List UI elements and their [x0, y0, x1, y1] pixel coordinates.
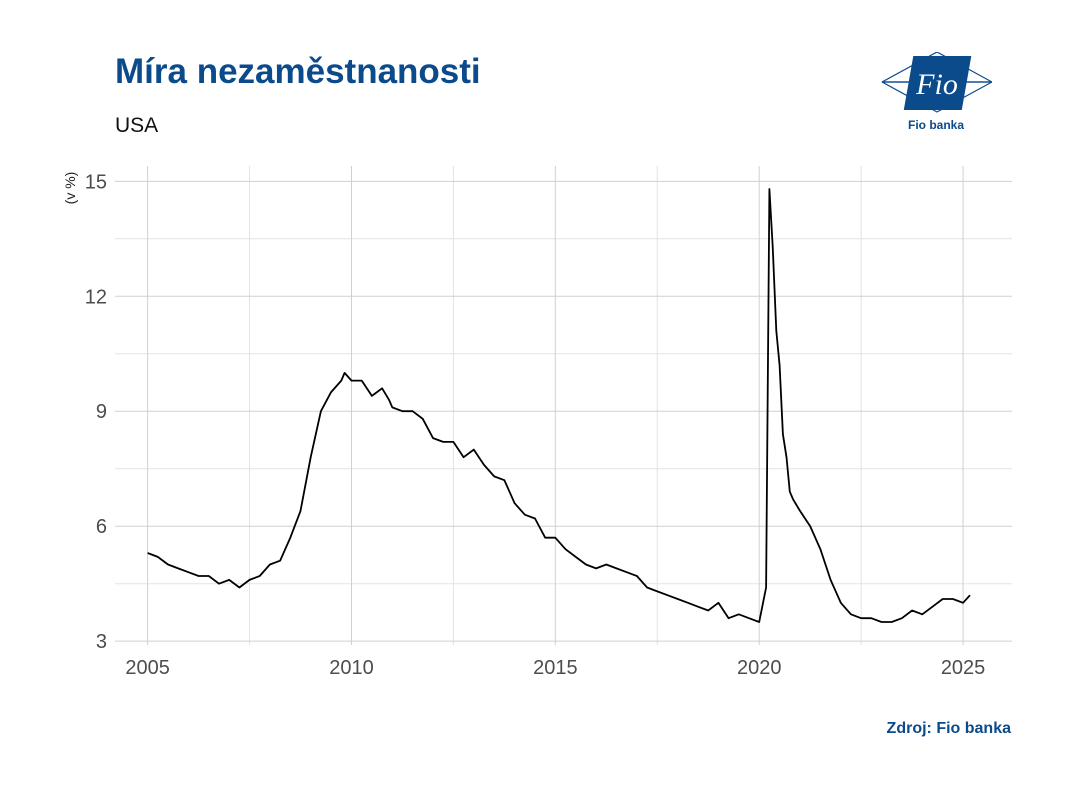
chart-grid — [115, 166, 1012, 645]
x-tick-label: 2005 — [125, 657, 170, 679]
y-axis-title: (v %) — [62, 172, 78, 205]
chart-lines — [147, 188, 971, 623]
x-axis-ticks: 2005 2010 2015 2020 2025 — [125, 657, 985, 679]
fio-logo-icon: Fio — [881, 52, 992, 113]
y-axis-ticks: 3 6 9 12 15 — [85, 171, 107, 653]
y-tick-label: 9 — [96, 401, 107, 423]
x-tick-label: 2020 — [737, 657, 782, 679]
chart-subtitle: USA — [115, 114, 159, 137]
y-tick-label: 6 — [96, 516, 107, 538]
x-tick-label: 2010 — [329, 657, 374, 679]
series-line-0 — [147, 188, 971, 623]
chart-title: Míra nezaměstnanosti — [115, 52, 481, 91]
logo-caption: Fio banka — [907, 118, 964, 132]
y-tick-label: 15 — [85, 171, 107, 193]
y-tick-label: 12 — [85, 286, 107, 308]
x-tick-label: 2015 — [533, 657, 578, 679]
x-tick-label: 2025 — [941, 657, 986, 679]
y-tick-label: 3 — [96, 631, 107, 653]
source-note: Zdroj: Fio banka — [886, 720, 1011, 737]
logo-text: Fio — [915, 68, 958, 101]
